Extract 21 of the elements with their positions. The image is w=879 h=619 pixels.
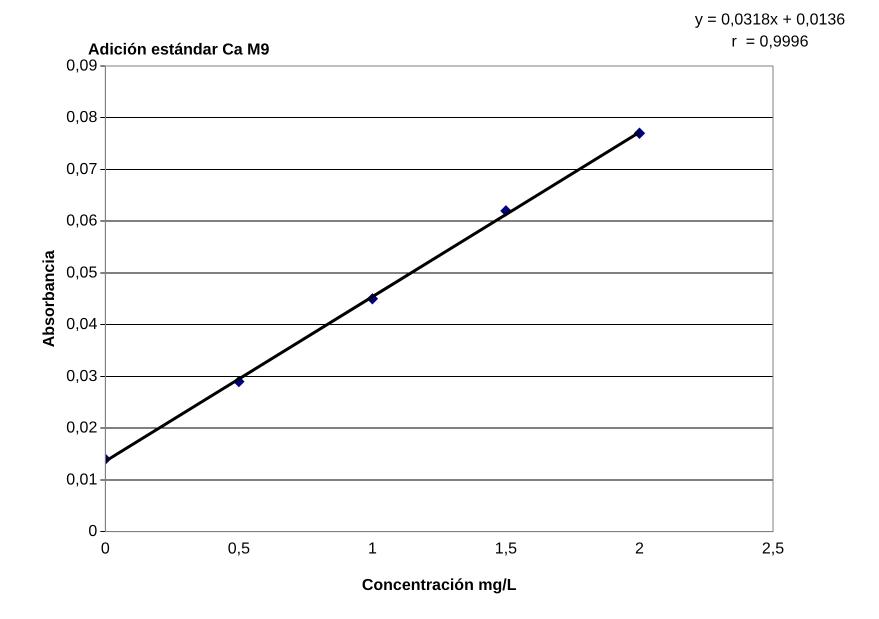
x-tick-label: 0,5 (228, 540, 250, 558)
y-axis-title: Absorbancia (41, 250, 58, 348)
x-tick-label: 1,5 (494, 540, 518, 558)
y-tick-label: 0,06 (66, 212, 98, 230)
y-tick-label: 0,01 (66, 471, 98, 488)
chart-title: Adición estándar Ca M9 (88, 41, 270, 58)
x-tick-label: 2,5 (762, 540, 784, 558)
y-tick-label: 0,05 (66, 264, 98, 282)
y-tick-label: 0,02 (66, 420, 98, 437)
x-axis-title: Concentración mg/L (362, 576, 517, 594)
x-tick-label: 1 (368, 540, 377, 558)
y-tick-label: 0 (88, 523, 98, 540)
y-tick-label: 0,03 (66, 368, 98, 385)
text: y = 0,0318x + 0,0136 (694, 11, 846, 28)
x-tick-label: 0 (100, 540, 110, 558)
y-tick-label: 0,09 (66, 57, 98, 74)
y-tick-label: 0,08 (66, 109, 98, 126)
text: r = 0,9996 (732, 33, 809, 50)
y-tick-label: 0,04 (66, 316, 98, 334)
x-tick-label: 2 (635, 540, 644, 558)
y-tick-label: 0,07 (66, 160, 98, 178)
